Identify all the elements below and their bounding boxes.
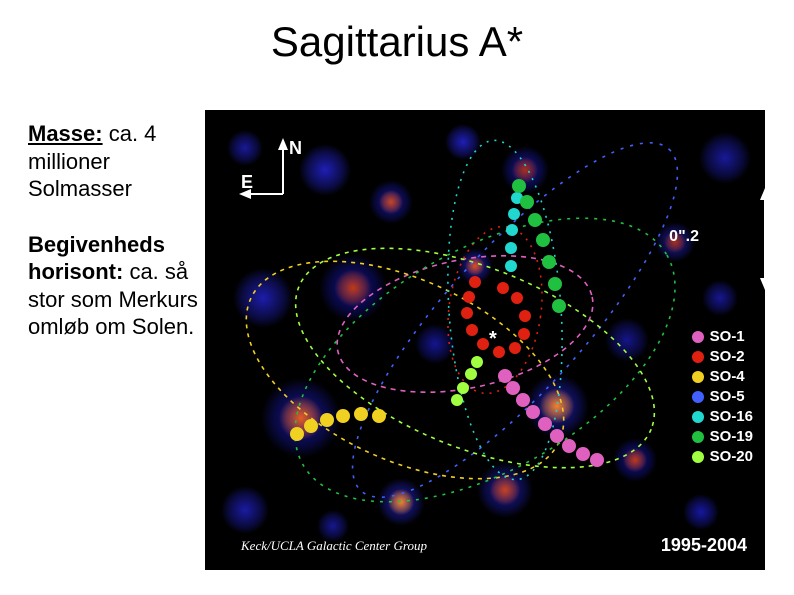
track-dot-SO-1 — [538, 417, 552, 431]
track-dot-SO-20 — [457, 382, 469, 394]
nebula-blob — [233, 268, 293, 328]
legend-dot-icon — [692, 371, 704, 383]
sidebar-text: Masse: ca. 4 millioner Solmasser Begiven… — [28, 120, 198, 369]
nebula-blob — [683, 494, 719, 530]
track-dot-SO-2 — [477, 338, 489, 350]
track-dot-SO-19 — [548, 277, 562, 291]
track-dot-SO-2 — [509, 342, 521, 354]
nebula-core — [623, 448, 647, 472]
legend-label: SO-19 — [710, 428, 753, 445]
track-dot-SO-19 — [542, 255, 556, 269]
legend-dot-icon — [692, 391, 704, 403]
track-dot-SO-1 — [562, 439, 576, 453]
legend-label: SO-1 — [710, 328, 745, 345]
legend-label: SO-4 — [710, 368, 745, 385]
track-dot-SO-19 — [520, 195, 534, 209]
track-dot-SO-16 — [505, 242, 517, 254]
nebula-blob — [702, 280, 738, 316]
track-dot-SO-4 — [354, 407, 368, 421]
track-dot-SO-16 — [506, 224, 518, 236]
track-dot-SO-20 — [471, 356, 483, 368]
nebula-core — [334, 269, 371, 306]
track-dot-SO-1 — [506, 381, 520, 395]
track-dot-SO-2 — [463, 291, 475, 303]
legend-dot-icon — [692, 331, 704, 343]
track-dot-SO-4 — [336, 409, 350, 423]
legend-row: SO-16 — [692, 408, 753, 425]
legend-row: SO-20 — [692, 448, 753, 465]
nebula-blob — [221, 486, 269, 534]
track-dot-SO-20 — [465, 368, 477, 380]
center-marker-icon: * — [489, 328, 497, 351]
track-dot-SO-19 — [536, 233, 550, 247]
mass-label: Masse: — [28, 121, 103, 146]
nebula-core — [490, 475, 521, 506]
nebula-blob — [415, 324, 455, 364]
track-dot-SO-1 — [516, 393, 530, 407]
horizon-paragraph: Begivenheds horisont: ca. så stor som Me… — [28, 231, 198, 341]
legend-dot-icon — [692, 451, 704, 463]
track-dot-SO-2 — [497, 282, 509, 294]
track-dot-SO-2 — [511, 292, 523, 304]
page-title: Sagittarius A* — [0, 18, 794, 66]
track-dot-SO-19 — [552, 299, 566, 313]
track-dot-SO-2 — [469, 276, 481, 288]
nebula-core — [379, 190, 403, 214]
legend-label: SO-16 — [710, 408, 753, 425]
nebula-blob — [699, 132, 751, 184]
mass-paragraph: Masse: ca. 4 millioner Solmasser — [28, 120, 198, 203]
track-dot-SO-4 — [320, 413, 334, 427]
track-dot-SO-20 — [451, 394, 463, 406]
track-dot-SO-19 — [512, 179, 526, 193]
track-dot-SO-2 — [518, 328, 530, 340]
legend-row: SO-5 — [692, 388, 753, 405]
track-dot-SO-19 — [528, 213, 542, 227]
credit-text: Keck/UCLA Galactic Center Group — [241, 538, 427, 554]
track-dot-SO-16 — [505, 260, 517, 272]
track-dot-SO-2 — [461, 307, 473, 319]
scale-label: 0".2 — [669, 228, 699, 246]
legend: SO-1 SO-2 SO-4 SO-5 SO-16 SO-19 SO-20 — [692, 328, 753, 468]
track-dot-SO-1 — [498, 369, 512, 383]
nebula-blob — [445, 124, 481, 160]
legend-label: SO-2 — [710, 348, 745, 365]
nebula-core — [465, 256, 485, 276]
track-dot-SO-4 — [304, 419, 318, 433]
legend-label: SO-5 — [710, 388, 745, 405]
track-dot-SO-16 — [508, 208, 520, 220]
track-dot-SO-2 — [466, 324, 478, 336]
orbit-SO-4 — [213, 217, 597, 524]
track-dot-SO-4 — [290, 427, 304, 441]
track-dot-SO-1 — [590, 453, 604, 467]
legend-label: SO-20 — [710, 448, 753, 465]
nebula-core — [512, 157, 538, 183]
track-dot-SO-1 — [526, 405, 540, 419]
legend-dot-icon — [692, 431, 704, 443]
legend-dot-icon — [692, 351, 704, 363]
legend-row: SO-4 — [692, 368, 753, 385]
legend-row: SO-2 — [692, 348, 753, 365]
orbit-figure: N E 0".2 * SO-1SO-2SO-4SO-5SO-16SO-19SO-… — [205, 110, 765, 570]
track-dot-SO-2 — [519, 310, 531, 322]
track-dot-SO-1 — [550, 429, 564, 443]
legend-row: SO-1 — [692, 328, 753, 345]
track-dot-SO-1 — [576, 447, 590, 461]
orbit-SO-2 — [438, 220, 552, 399]
legend-row: SO-19 — [692, 428, 753, 445]
compass-north-label: N — [289, 138, 302, 158]
nebula-blob — [605, 318, 649, 362]
legend-dot-icon — [692, 411, 704, 423]
compass-east-label: E — [241, 172, 253, 192]
years-text: 1995-2004 — [661, 535, 747, 556]
track-dot-SO-4 — [372, 409, 386, 423]
